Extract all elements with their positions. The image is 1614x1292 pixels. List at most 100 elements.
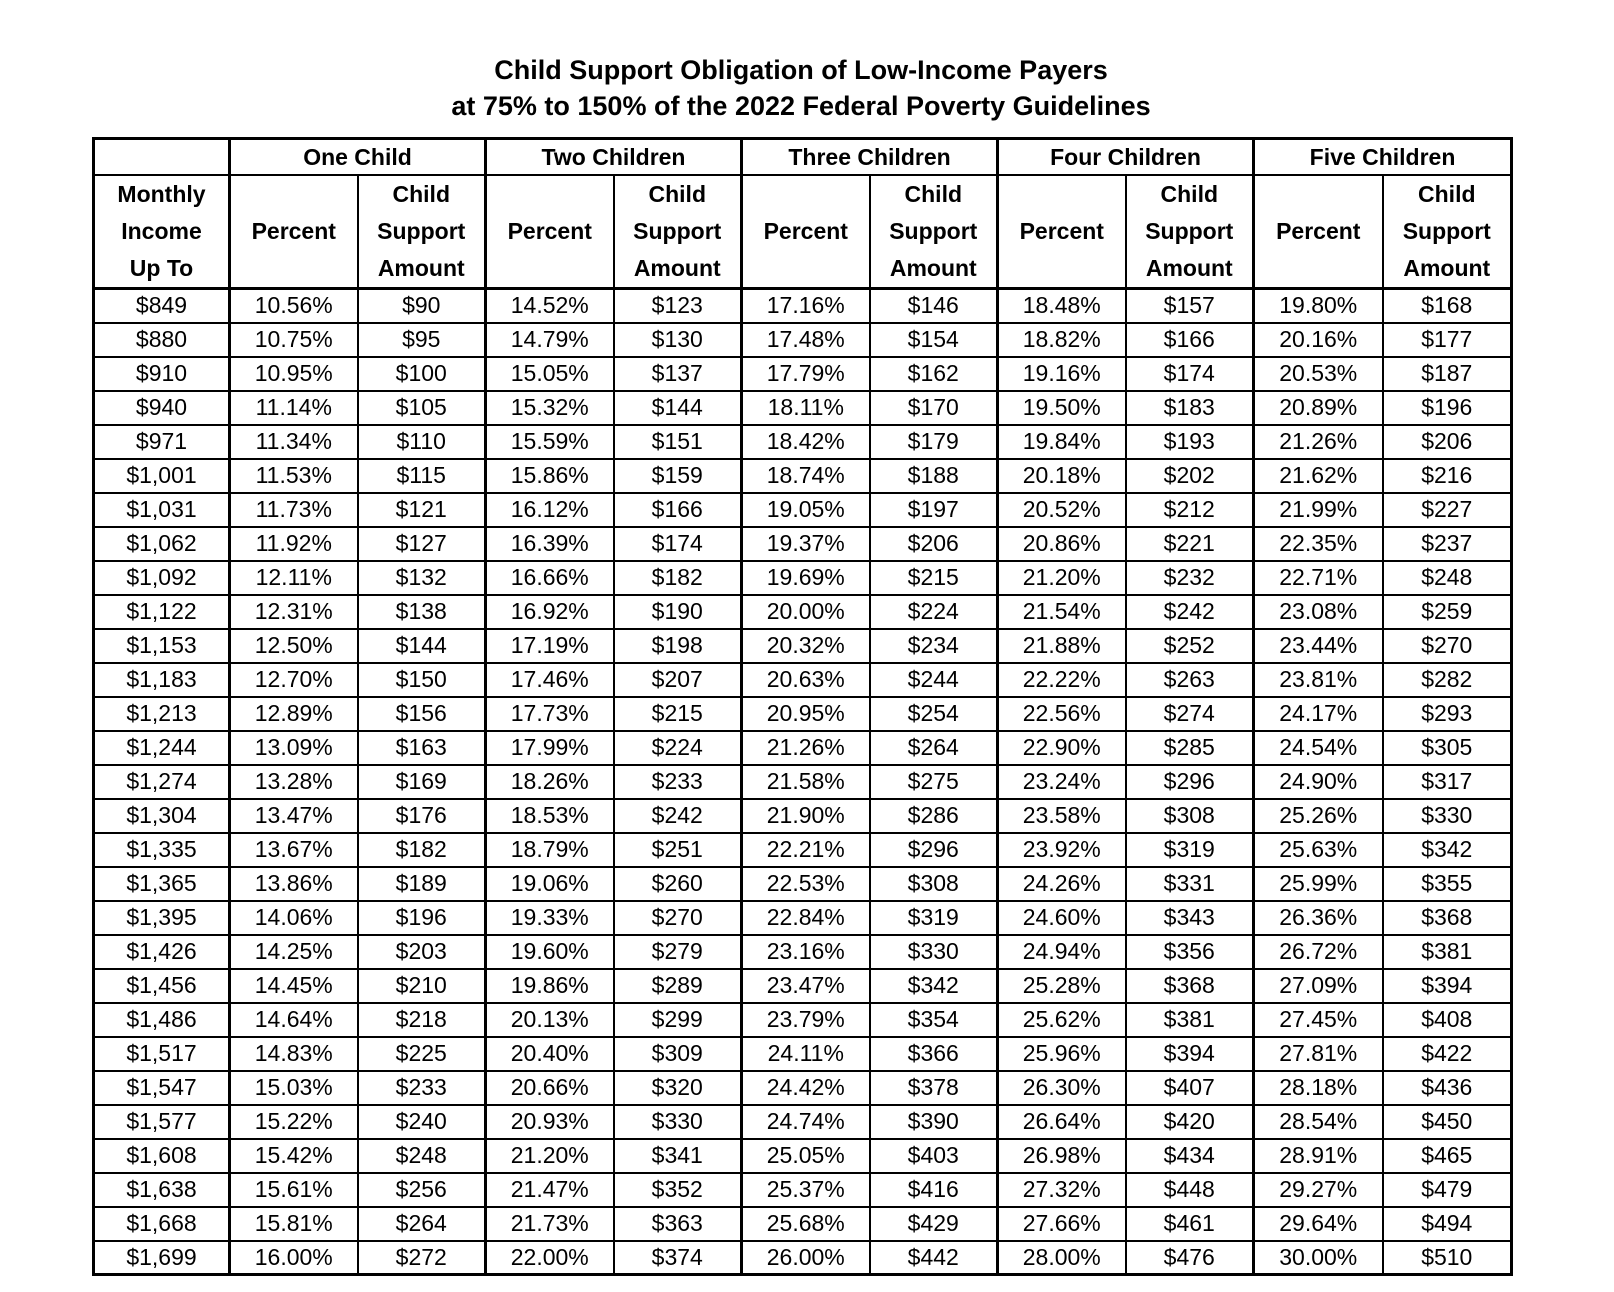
percent-cell: 22.35% (1252, 526, 1383, 562)
group-header-5: Five Children (1252, 138, 1512, 176)
percent-cell: 17.46% (484, 662, 614, 698)
percent-cell: 20.93% (484, 1104, 614, 1140)
amount-cell: $212 (1124, 492, 1254, 528)
amount-cell: $156 (356, 696, 486, 732)
percent-cell: 23.47% (740, 968, 870, 1004)
amount-cell: $293 (1381, 696, 1512, 732)
percent-cell: 27.81% (1252, 1036, 1383, 1072)
amount-cell: $317 (1381, 764, 1512, 800)
percent-cell: 23.24% (996, 764, 1126, 800)
amount-cell: $130 (612, 322, 742, 358)
amount-cell: $168 (1381, 288, 1512, 324)
amount-cell: $244 (868, 662, 998, 698)
amount-cell: $196 (356, 900, 486, 936)
percent-cell: 23.81% (1252, 662, 1383, 698)
amount-cell: $342 (1381, 832, 1512, 868)
amount-cell: $162 (868, 356, 998, 392)
amount-cell: $308 (1124, 798, 1254, 834)
table-row: $971 11.34% $110 15.59% $151 18.42% $179 19.84%… (93, 424, 1512, 460)
percent-cell: 19.50% (996, 390, 1126, 426)
income-cell: $1,699 (93, 1240, 230, 1276)
percent-cell: 28.00% (996, 1240, 1126, 1276)
percent-cell: 11.14% (228, 390, 358, 426)
percent-cell: 15.42% (228, 1138, 358, 1174)
amount-header-line: Amount (1145, 255, 1233, 281)
percent-cell: 14.83% (228, 1036, 358, 1072)
income-cell: $1,365 (93, 866, 230, 902)
percent-cell: 28.54% (1252, 1104, 1383, 1140)
percent-cell: 18.42% (740, 424, 870, 460)
percent-cell: 22.53% (740, 866, 870, 902)
income-cell: $1,274 (93, 764, 230, 800)
amount-cell: $166 (612, 492, 742, 528)
amount-header-line: Support (889, 218, 978, 244)
table-row: $910 10.95% $100 15.05% $137 17.79% $162 19.16%… (93, 356, 1512, 392)
group-header-4: Four Children (996, 138, 1254, 176)
page-title-line-2: at 75% to 150% of the 2022 Federal Pover… (451, 91, 1151, 121)
amount-cell: $144 (612, 390, 742, 426)
amount-cell: $203 (356, 934, 486, 970)
table-row: $1,092 12.11% $132 16.66% $182 19.69% $215 21.2… (93, 560, 1512, 596)
amount-cell: $242 (1124, 594, 1254, 630)
amount-cell: $151 (612, 424, 742, 460)
percent-cell: 15.59% (484, 424, 614, 460)
amount-cell: $95 (356, 322, 486, 358)
amount-column-header: Child Support Amount (356, 175, 486, 290)
amount-cell: $331 (1124, 866, 1254, 902)
percent-cell: 25.96% (996, 1036, 1126, 1072)
percent-cell: 12.11% (228, 560, 358, 596)
amount-cell: $309 (612, 1036, 742, 1072)
child-support-table: One Child Two Children Three Children Four … (92, 137, 1514, 1276)
percent-column-header: Percent (228, 175, 358, 290)
amount-cell: $198 (612, 628, 742, 664)
percent-cell: 14.52% (484, 288, 614, 324)
income-cell: $1,062 (93, 526, 230, 562)
amount-cell: $378 (868, 1070, 998, 1106)
percent-cell: 12.50% (228, 628, 358, 664)
percent-cell: 22.90% (996, 730, 1126, 766)
percent-cell: 17.16% (740, 288, 870, 324)
percent-cell: 24.90% (1252, 764, 1383, 800)
amount-cell: $407 (1124, 1070, 1254, 1106)
amount-cell: $215 (868, 560, 998, 596)
table-row: $1,608 15.42% $248 21.20% $341 25.05% $403 26.9… (93, 1138, 1512, 1174)
percent-cell: 15.81% (228, 1206, 358, 1242)
amount-cell: $279 (612, 934, 742, 970)
percent-cell: 10.95% (228, 356, 358, 392)
percent-cell: 26.64% (996, 1104, 1126, 1140)
amount-cell: $366 (868, 1036, 998, 1072)
table-row: $1,122 12.31% $138 16.92% $190 20.00% $224 21.5… (93, 594, 1512, 630)
amount-cell: $127 (356, 526, 486, 562)
percent-cell: 30.00% (1252, 1240, 1383, 1276)
percent-cell: 14.25% (228, 934, 358, 970)
percent-cell: 21.73% (484, 1206, 614, 1242)
percent-cell: 23.58% (996, 798, 1126, 834)
amount-cell: $259 (1381, 594, 1512, 630)
amount-header-line: Child (648, 181, 707, 207)
amount-cell: $224 (612, 730, 742, 766)
percent-cell: 27.09% (1252, 968, 1383, 1004)
percent-cell: 14.45% (228, 968, 358, 1004)
amount-cell: $132 (356, 560, 486, 596)
amount-cell: $206 (868, 526, 998, 562)
percent-cell: 18.48% (996, 288, 1126, 324)
percent-cell: 20.40% (484, 1036, 614, 1072)
percent-cell: 17.79% (740, 356, 870, 392)
table-row: $880 10.75% $95 14.79% $130 17.48% $154 18.82% $… (93, 322, 1512, 358)
percent-cell: 20.52% (996, 492, 1126, 528)
amount-cell: $182 (356, 832, 486, 868)
percent-cell: 16.00% (228, 1240, 358, 1276)
income-cell: $1,092 (93, 560, 230, 596)
percent-cell: 18.53% (484, 798, 614, 834)
percent-cell: 20.89% (1252, 390, 1383, 426)
table-row: $1,213 12.89% $156 17.73% $215 20.95% $254 22.5… (93, 696, 1512, 732)
table-row: $1,456 14.45% $210 19.86% $289 23.47% $342 25.2… (93, 968, 1512, 1004)
amount-cell: $176 (356, 798, 486, 834)
percent-cell: 25.63% (1252, 832, 1383, 868)
amount-column-header: Child Support Amount (612, 175, 742, 290)
percent-cell: 17.48% (740, 322, 870, 358)
amount-cell: $429 (868, 1206, 998, 1242)
amount-cell: $218 (356, 1002, 486, 1038)
percent-cell: 16.39% (484, 526, 614, 562)
amount-header-line: Amount (889, 255, 977, 281)
